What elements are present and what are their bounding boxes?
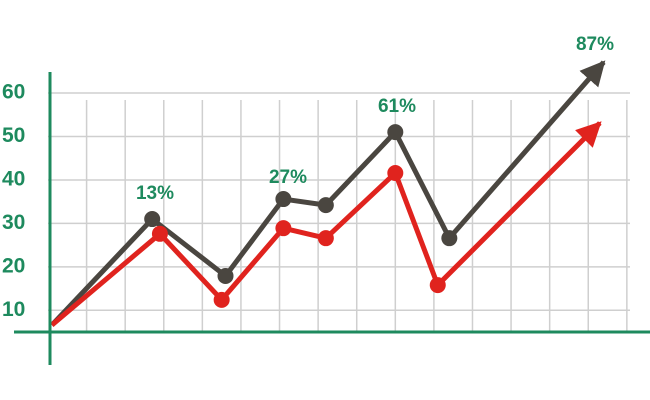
point xyxy=(387,164,404,181)
point xyxy=(275,191,292,208)
point xyxy=(144,211,161,228)
plot xyxy=(50,60,606,327)
point xyxy=(387,124,404,141)
annotation: 27% xyxy=(269,167,307,188)
point xyxy=(213,291,230,308)
series-line xyxy=(50,121,602,327)
annotation: 13% xyxy=(136,183,174,204)
point xyxy=(441,230,458,247)
y-tick-label: 50 xyxy=(2,124,25,147)
point xyxy=(275,220,292,237)
point xyxy=(317,230,334,247)
point xyxy=(317,197,334,214)
y-tick-label: 30 xyxy=(2,211,25,234)
annotation: 61% xyxy=(378,96,416,117)
point xyxy=(429,277,446,294)
series-line xyxy=(50,60,606,327)
y-tick-label: 60 xyxy=(2,81,25,104)
point xyxy=(151,225,168,242)
y-tick-label: 10 xyxy=(2,298,25,321)
point xyxy=(217,267,234,284)
y-tick-label: 20 xyxy=(2,254,25,277)
grid xyxy=(48,92,630,332)
annotation: 87% xyxy=(576,34,614,55)
y-tick-label: 40 xyxy=(2,167,25,190)
